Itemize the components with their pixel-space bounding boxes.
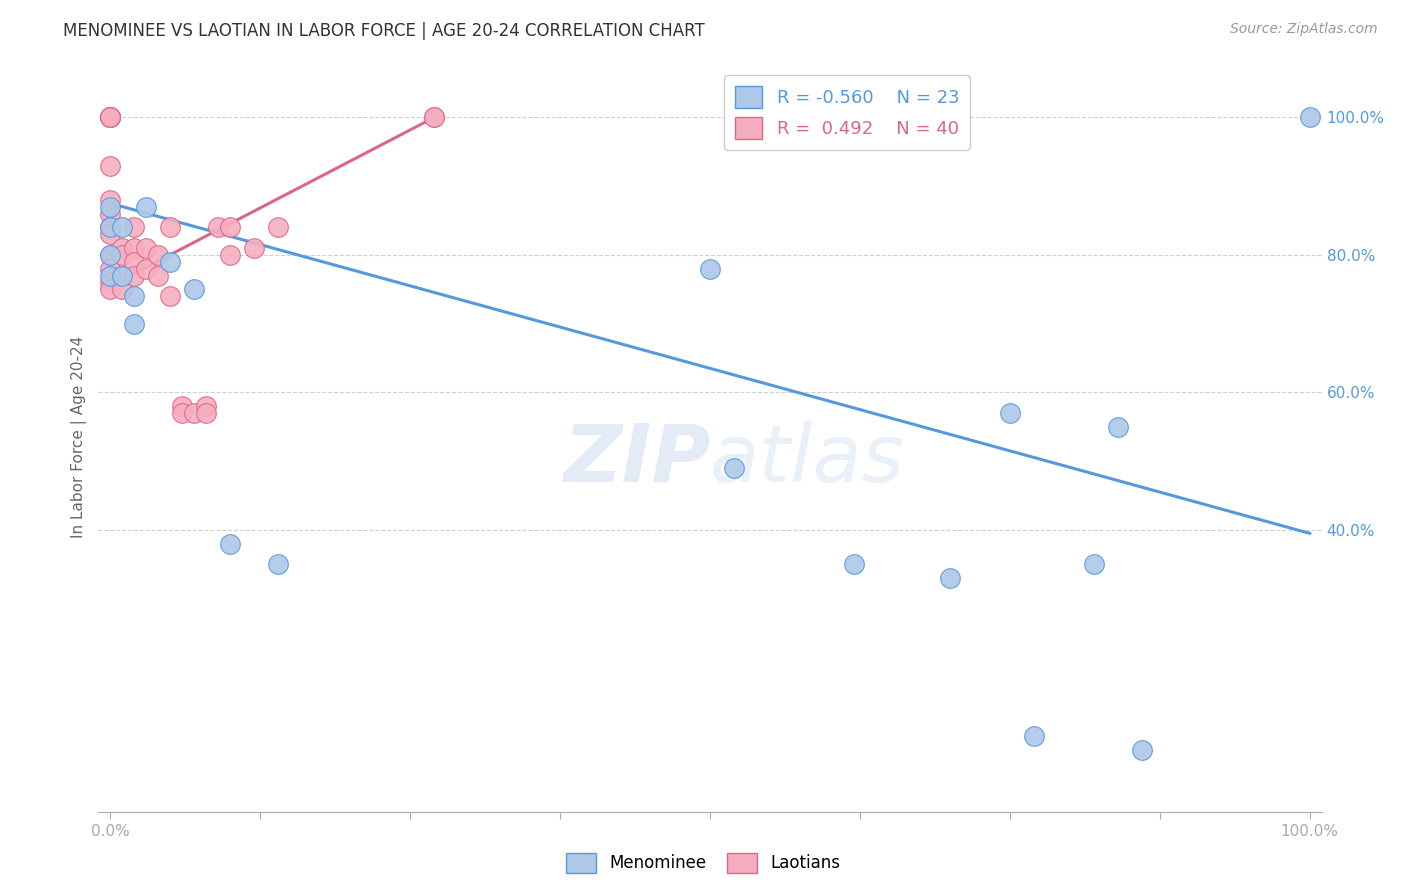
Point [207, 220, 229, 235]
Point [219, 220, 242, 235]
Point [111, 268, 134, 283]
Text: ZIP: ZIP [562, 420, 710, 499]
Point [219, 536, 242, 550]
Point [842, 558, 865, 572]
Point [159, 254, 181, 268]
Point [135, 241, 157, 255]
Point [267, 220, 290, 235]
Point [100, 159, 122, 173]
Point [111, 282, 134, 296]
Point [1022, 729, 1045, 743]
Point [100, 227, 122, 242]
Y-axis label: In Labor Force | Age 20-24: In Labor Force | Age 20-24 [72, 336, 87, 538]
Point [100, 282, 122, 296]
Point [111, 241, 134, 255]
Point [124, 268, 146, 283]
Point [219, 248, 242, 262]
Point [148, 248, 170, 262]
Point [124, 317, 146, 331]
Point [998, 406, 1021, 420]
Point [100, 248, 122, 262]
Point [111, 248, 134, 262]
Point [183, 282, 205, 296]
Point [135, 261, 157, 276]
Point [124, 254, 146, 268]
Point [100, 248, 122, 262]
Point [1298, 111, 1320, 125]
Point [723, 461, 745, 475]
Point [100, 261, 122, 276]
Point [100, 268, 122, 283]
Point [1107, 419, 1129, 434]
Point [183, 406, 205, 420]
Point [100, 111, 122, 125]
Point [1130, 743, 1153, 757]
Point [100, 193, 122, 207]
Point [148, 268, 170, 283]
Text: Source: ZipAtlas.com: Source: ZipAtlas.com [1230, 22, 1378, 37]
Text: atlas: atlas [710, 420, 905, 499]
Point [195, 406, 218, 420]
Point [100, 276, 122, 290]
Point [100, 207, 122, 221]
Point [159, 220, 181, 235]
Point [100, 111, 122, 125]
Point [124, 220, 146, 235]
Point [100, 220, 122, 235]
Point [159, 289, 181, 303]
Point [243, 241, 266, 255]
Point [423, 111, 446, 125]
Point [699, 261, 721, 276]
Legend: R = -0.560    N = 23, R =  0.492    N = 40: R = -0.560 N = 23, R = 0.492 N = 40 [724, 75, 970, 150]
Point [100, 200, 122, 214]
Point [124, 241, 146, 255]
Point [100, 111, 122, 125]
Point [423, 111, 446, 125]
Point [172, 406, 194, 420]
Point [939, 571, 962, 585]
Point [1083, 558, 1105, 572]
Point [172, 399, 194, 413]
Point [135, 200, 157, 214]
Point [100, 220, 122, 235]
Point [100, 111, 122, 125]
Point [124, 289, 146, 303]
Point [100, 111, 122, 125]
Point [267, 558, 290, 572]
Point [111, 268, 134, 283]
Point [111, 220, 134, 235]
Point [195, 399, 218, 413]
Legend: Menominee, Laotians: Menominee, Laotians [560, 847, 846, 880]
Text: MENOMINEE VS LAOTIAN IN LABOR FORCE | AGE 20-24 CORRELATION CHART: MENOMINEE VS LAOTIAN IN LABOR FORCE | AG… [63, 22, 704, 40]
